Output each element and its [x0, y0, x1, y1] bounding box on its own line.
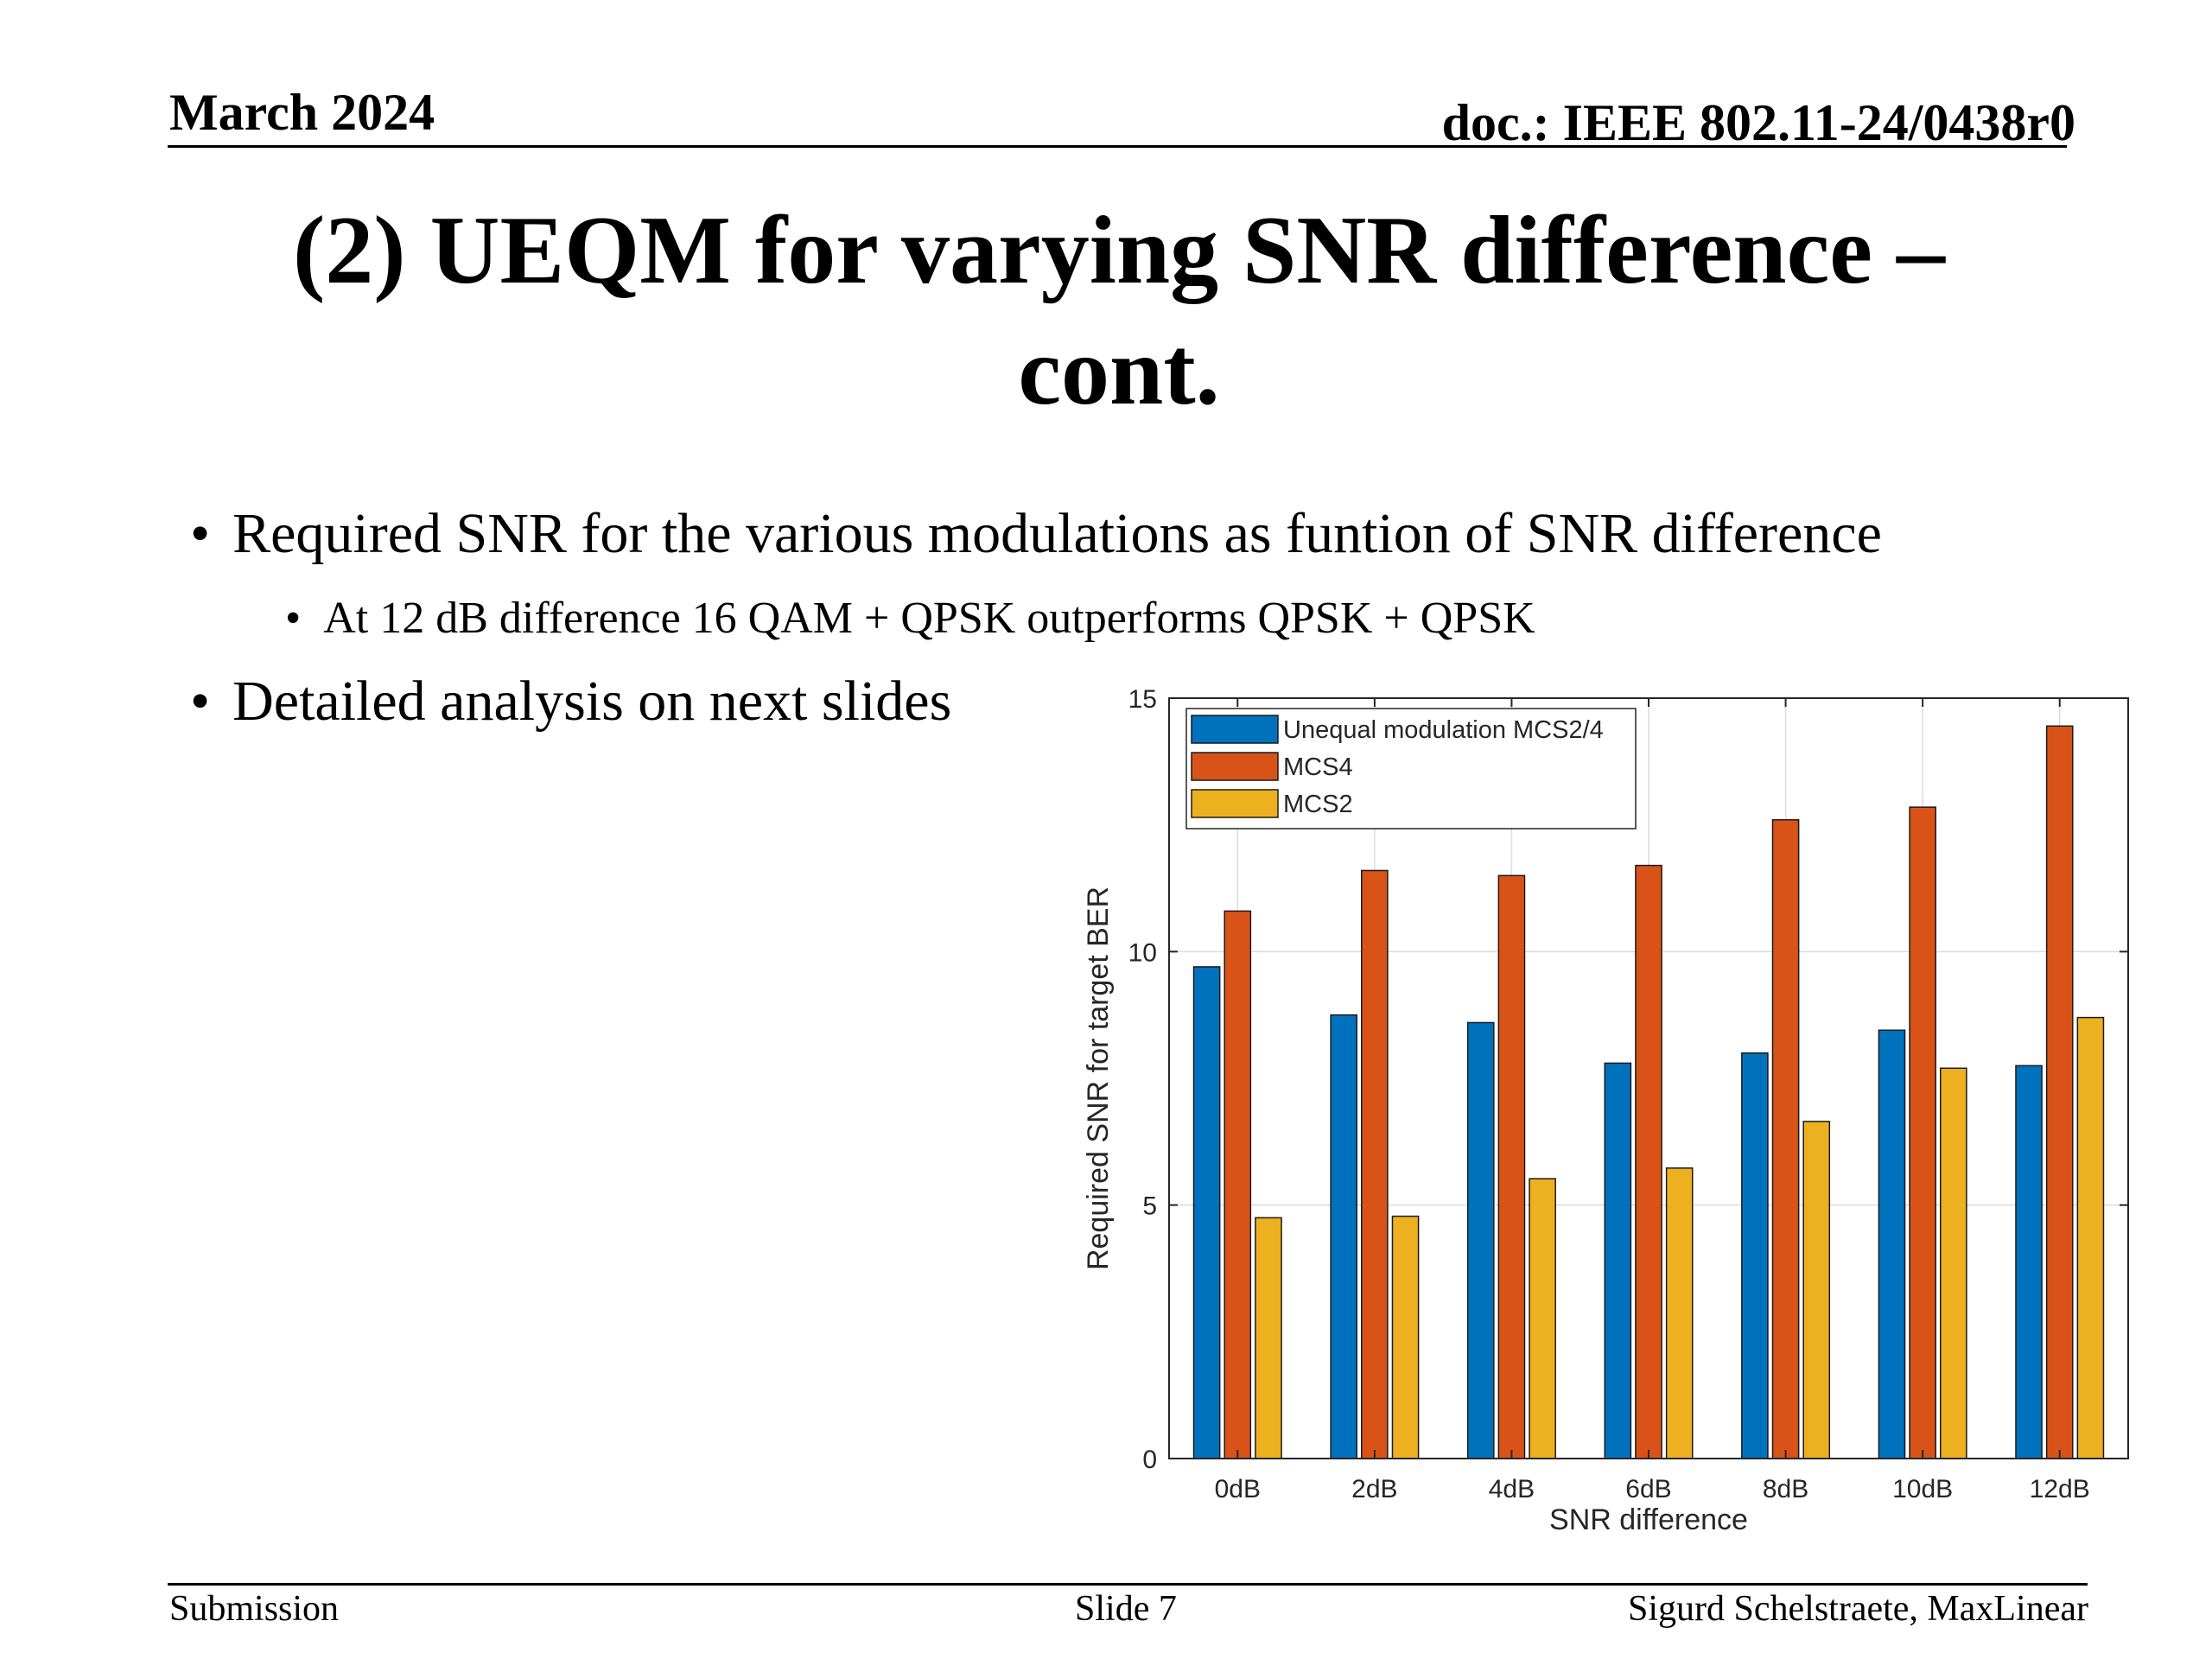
legend-swatch [1191, 715, 1279, 744]
bullet-text: Detailed analysis on next slides [232, 670, 952, 733]
bullet-item-detailed-analysis: • Detailed analysis on next slides [190, 669, 951, 734]
y-tick-label: 15 [1128, 685, 1157, 714]
bar [1224, 910, 1252, 1459]
bar [1878, 1029, 1906, 1459]
y-tick-label: 5 [1142, 1192, 1157, 1221]
bar-chart: 0 5 10 15 0dB 2dB 4dB 6dB 8dB 10dB 12dB SNR differ… [1063, 674, 2160, 1564]
x-tick-label: 12dB [2030, 1475, 2090, 1503]
bar [2076, 1016, 2105, 1459]
x-tick-label: 0dB [1215, 1475, 1261, 1503]
legend-label: Unequal modulation MCS2/4 [1283, 716, 1604, 744]
bar [1391, 1215, 1420, 1459]
slide-title: (2) UEQM for varying SNR difference – co… [173, 190, 2065, 432]
header-divider [168, 145, 2067, 148]
bar [1330, 1014, 1357, 1459]
legend-label: MCS2 [1283, 791, 1353, 818]
footer-slide-number: Slide 7 [1075, 1589, 1177, 1629]
footer-author: Sigurd Schelstraete, MaxLinear [1628, 1589, 2088, 1629]
bar [1192, 966, 1221, 1459]
x-tick-label: 4dB [1489, 1475, 1535, 1503]
x-axis-label: SNR difference [1549, 1503, 1748, 1536]
bar [1665, 1167, 1694, 1459]
bar [1497, 874, 1526, 1459]
bullet-glyph: • [285, 594, 302, 643]
bar [1940, 1067, 1967, 1459]
bar [1741, 1052, 1769, 1459]
bullet-text: Required SNR for the various modulations… [232, 502, 1882, 565]
bar [1635, 864, 1662, 1459]
bar [1466, 1021, 1495, 1459]
legend-label: MCS4 [1283, 753, 1353, 781]
bars [1192, 725, 2105, 1459]
bullet-glyph: • [190, 502, 211, 565]
legend-swatch [1191, 752, 1279, 781]
sub-bullet-item-12db: • At 12 dB difference 16 QAM + QPSK outpe… [285, 593, 1535, 644]
bar-chart-svg: 0 5 10 15 0dB 2dB 4dB 6dB 8dB 10dB 12dB SNR differ… [1082, 685, 2129, 1536]
x-tick-label: 2dB [1351, 1475, 1397, 1503]
legend-swatch [1191, 789, 1279, 818]
bar [1361, 869, 1389, 1459]
bar [1771, 819, 1800, 1459]
bar [1529, 1178, 1556, 1459]
x-tick-label: 6dB [1625, 1475, 1671, 1503]
footer-divider [168, 1583, 2088, 1586]
bar [2045, 725, 2074, 1459]
bullet-glyph: • [190, 670, 211, 733]
bar [2015, 1065, 2043, 1459]
bullet-text: At 12 dB difference 16 QAM + QPSK outper… [323, 594, 1535, 643]
bullet-item-required-snr: • Required SNR for the various modulation… [190, 501, 1882, 567]
header-date: March 2024 [169, 84, 435, 141]
axis-ticks: 0 5 10 15 0dB 2dB 4dB 6dB 8dB 10dB 12dB [1128, 685, 2128, 1503]
bar [1909, 806, 1936, 1459]
slide-title-line2: cont. [1018, 318, 1220, 425]
slide-title-line1: (2) UEQM for varying SNR difference – [293, 197, 1945, 304]
bar [1604, 1062, 1632, 1459]
header-doc-number: doc.: IEEE 802.11-24/0438r0 [1441, 94, 2075, 151]
footer-submission: Submission [169, 1589, 340, 1629]
chart-legend: Unequal modulation MCS2/4 MCS4 MCS2 [1185, 708, 1637, 830]
y-axis-label: Required SNR for target BER [1082, 887, 1115, 1270]
y-tick-label: 10 [1128, 938, 1157, 967]
bar [1802, 1121, 1831, 1459]
x-tick-label: 8dB [1763, 1475, 1808, 1503]
x-tick-label: 10dB [1892, 1475, 1953, 1503]
y-tick-label: 0 [1142, 1446, 1157, 1474]
bar [1255, 1217, 1282, 1459]
